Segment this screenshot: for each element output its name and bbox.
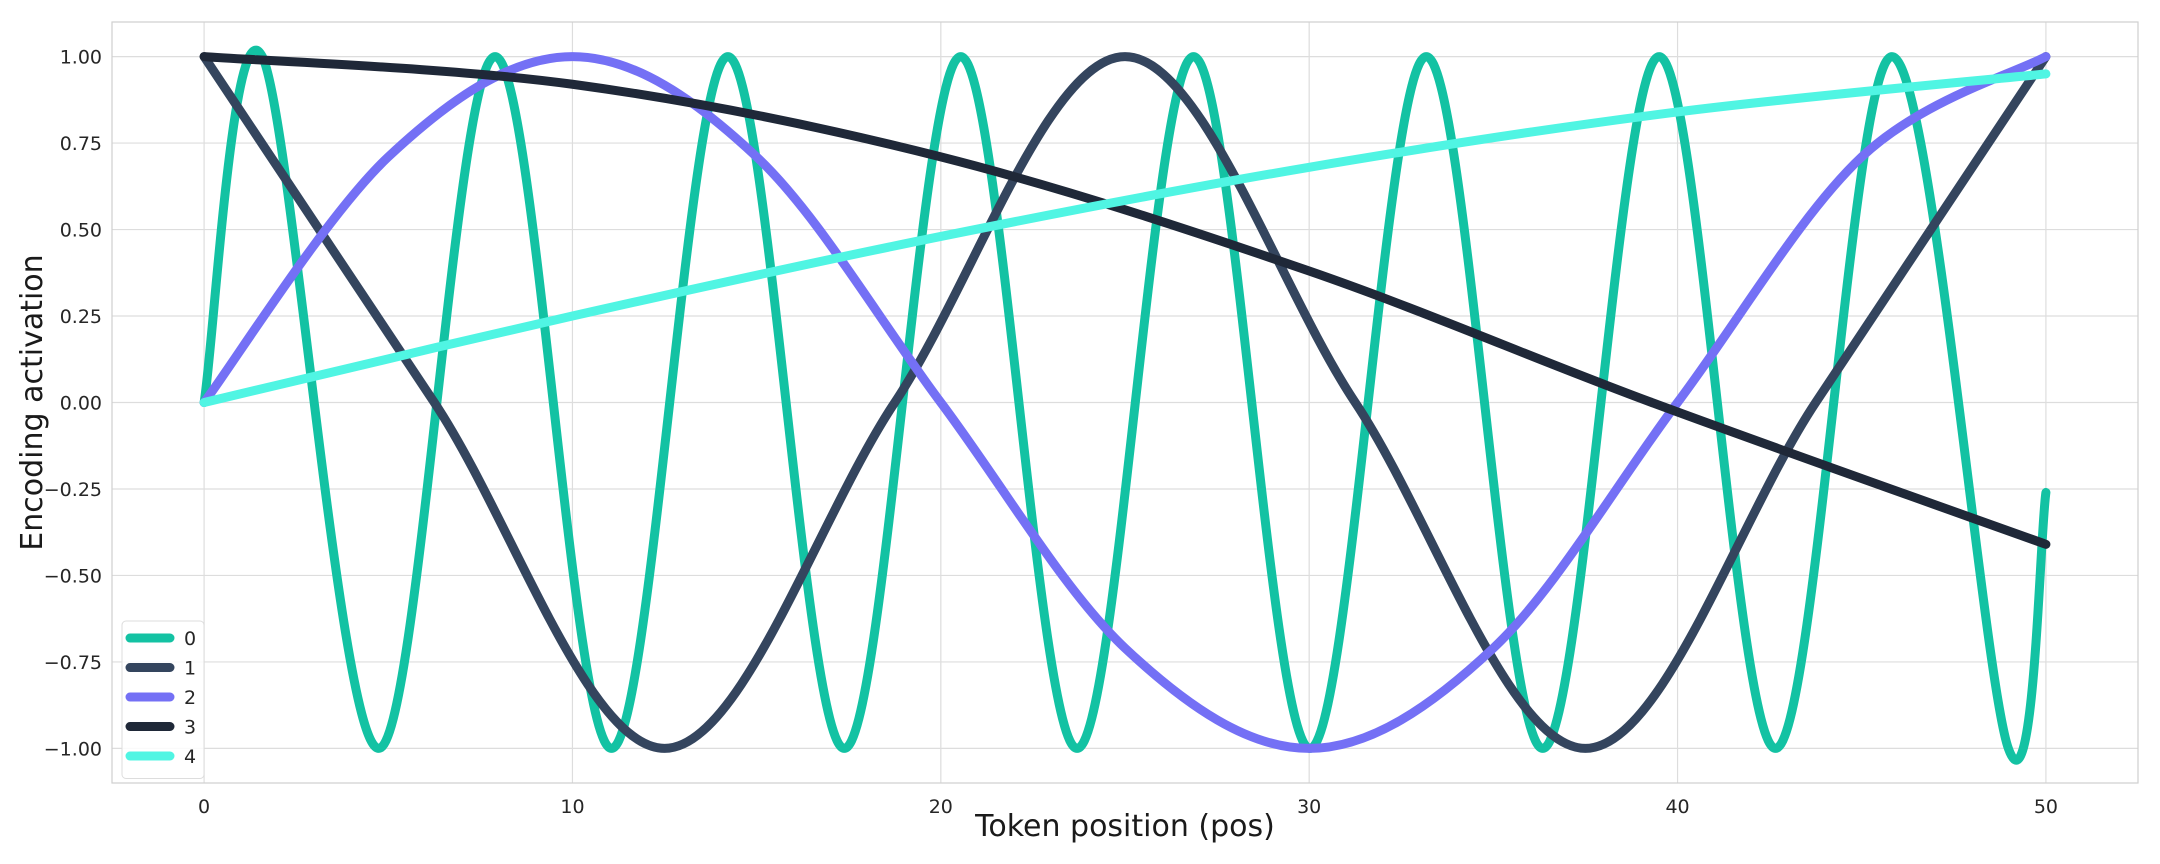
y-tick-label: 0.25 xyxy=(60,306,102,328)
y-axis-title: Encoding activation xyxy=(15,254,50,550)
y-tick-label: 0.50 xyxy=(60,220,102,242)
y-tick-label: −1.00 xyxy=(44,738,102,760)
series-line-3 xyxy=(199,52,2051,549)
tick-labels: 0 10 20 30 40 501.000.750.500.250.00−0.25−0.5… xyxy=(44,47,2058,818)
legend-label-2: 2 xyxy=(184,687,196,709)
series-line-0 xyxy=(199,45,2051,765)
y-tick-label: −0.50 xyxy=(44,565,102,587)
x-tick-label: 40 xyxy=(1665,796,1689,818)
series-line-2 xyxy=(199,52,2051,753)
y-tick-label: 0.00 xyxy=(60,393,102,415)
plot-frame xyxy=(111,21,2139,784)
y-tick-label: 1.00 xyxy=(60,47,102,69)
x-tick-label: 30 xyxy=(1297,796,1321,818)
x-tick-label: 0 xyxy=(198,796,210,818)
series-lines xyxy=(199,45,2051,765)
x-tick-label: 50 xyxy=(2034,796,2058,818)
x-axis-title: Token position (pos) xyxy=(974,809,1275,844)
y-tick-label: −0.75 xyxy=(44,652,102,674)
legend-label-3: 3 xyxy=(184,717,196,739)
legend[interactable]: 0 1 2 3 4 xyxy=(121,620,205,779)
y-tick-label: 0.75 xyxy=(60,133,102,155)
x-tick-label: 10 xyxy=(560,796,584,818)
series-line-1 xyxy=(199,52,2051,753)
series-line-4 xyxy=(199,69,2051,407)
legend-label-0: 0 xyxy=(184,628,196,650)
y-tick-label: −0.25 xyxy=(44,479,102,501)
legend-label-4: 4 xyxy=(184,746,196,768)
legend-label-1: 1 xyxy=(184,658,196,680)
x-tick-label: 20 xyxy=(929,796,953,818)
